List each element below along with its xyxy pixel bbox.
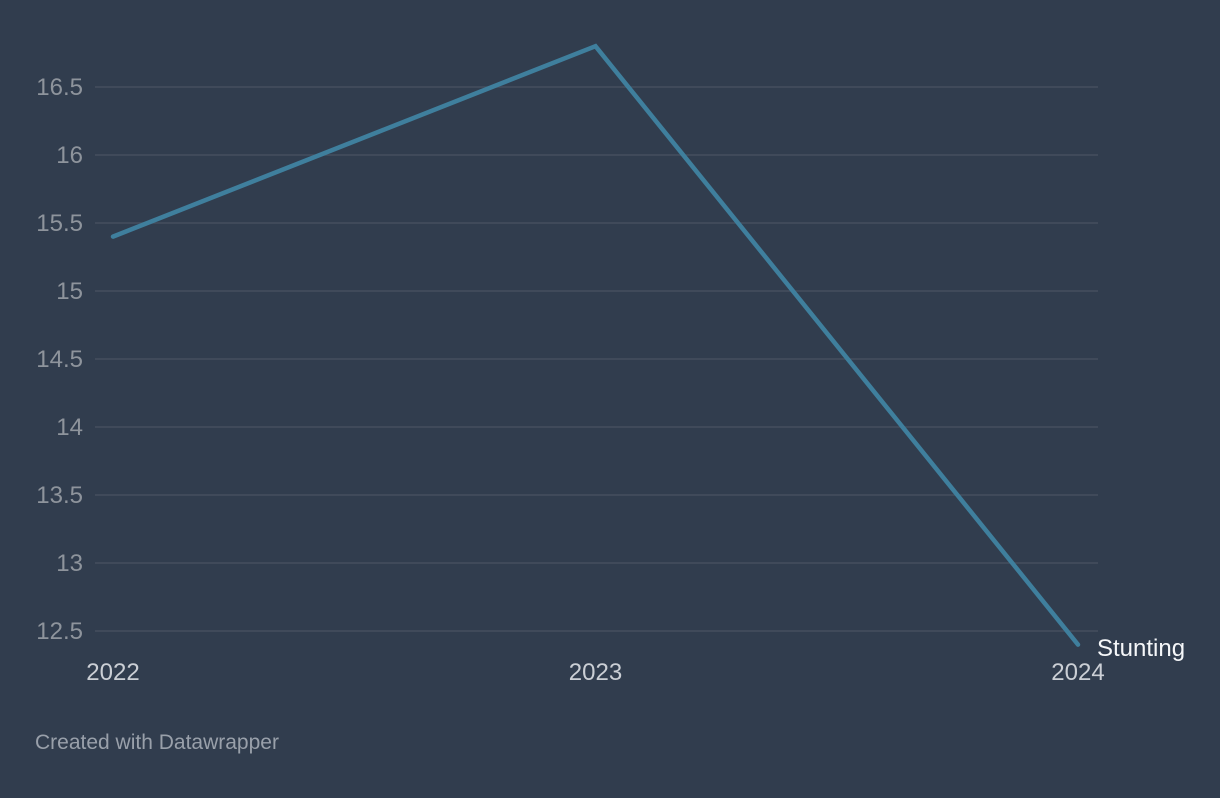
x-axis-labels: 2022 2023 2024 xyxy=(86,659,1104,686)
y-axis-labels: 16.5 16 15.5 15 14.5 14 13.5 13 12.5 xyxy=(36,74,83,645)
y-tick-label: 14.5 xyxy=(36,346,83,373)
y-tick-label: 13.5 xyxy=(36,482,83,509)
y-tick-label: 15.5 xyxy=(36,210,83,237)
x-tick-label: 2022 xyxy=(86,659,139,686)
datawrapper-attribution: Created with Datawrapper xyxy=(35,731,279,754)
x-tick-label: 2023 xyxy=(569,659,622,686)
y-tick-label: 13 xyxy=(56,550,83,577)
y-tick-label: 16.5 xyxy=(36,74,83,101)
y-tick-label: 16 xyxy=(56,142,83,169)
gridlines xyxy=(95,86,1098,632)
y-tick-label: 14 xyxy=(56,414,83,441)
series-label: Stunting xyxy=(1097,635,1185,662)
x-tick-label: 2024 xyxy=(1051,659,1104,686)
y-tick-label: 12.5 xyxy=(36,618,83,645)
y-tick-label: 15 xyxy=(56,278,83,305)
data-line-stunting xyxy=(110,43,1081,647)
